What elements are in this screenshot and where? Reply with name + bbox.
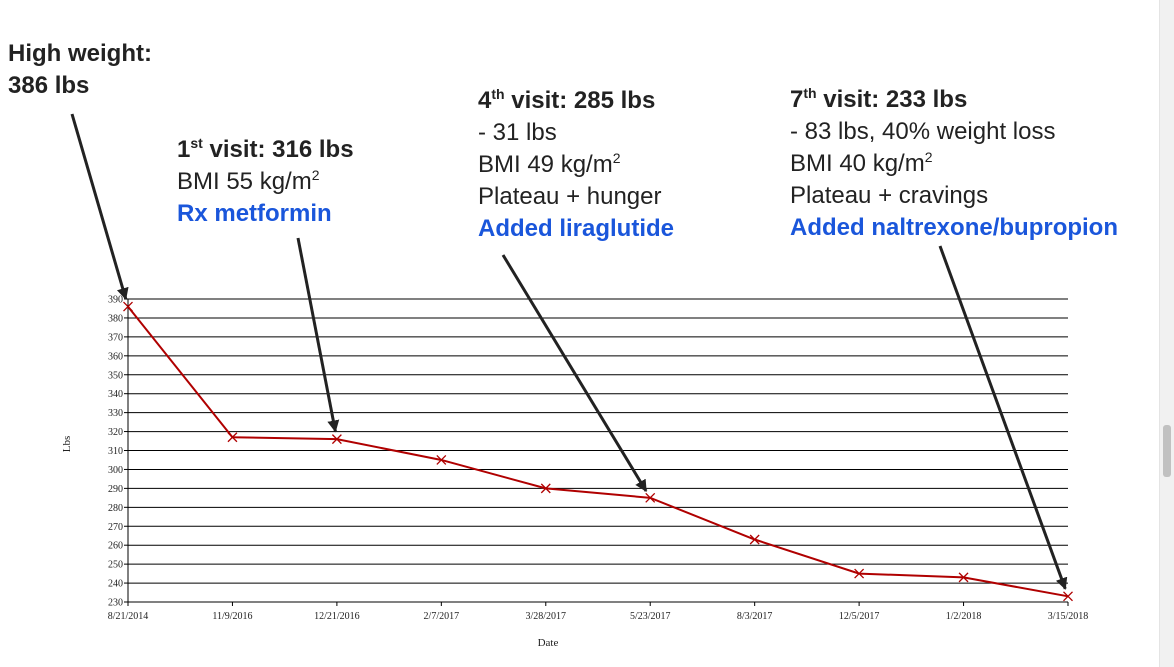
- x-tick-label: 8/3/2017: [737, 611, 773, 622]
- y-tick-label: 310: [108, 446, 123, 457]
- y-tick-label: 320: [108, 427, 123, 438]
- annotation-visit-7: 7th visit: 233 lbs - 83 lbs, 40% weight …: [790, 84, 1118, 244]
- y-tick-label: 300: [108, 465, 123, 476]
- data-point-marker: [331, 434, 342, 445]
- annotation-arrow: [70, 113, 129, 301]
- y-tick-label: 260: [108, 541, 123, 552]
- scrollbar-thumb[interactable]: [1163, 425, 1171, 477]
- x-tick-labels: 8/21/2014 11/9/2016 12/21/2016 2/7/2017 3/28…: [108, 602, 1089, 622]
- data-point-marker: [436, 455, 447, 465]
- visit-7-rx: Added naltrexone/bupropion: [790, 214, 1118, 241]
- x-tick-label: 12/21/2016: [314, 611, 360, 622]
- visit-7-change: - 83 lbs, 40% weight loss: [790, 118, 1056, 145]
- x-tick-label: 2/7/2017: [424, 611, 460, 622]
- data-point-marker: [854, 568, 865, 579]
- y-tick-label: 350: [108, 370, 123, 381]
- annotation-high-weight: High weight: 386 lbs: [8, 38, 152, 102]
- annotation-arrow: [296, 237, 340, 433]
- visit-4-heading: 4th visit: 285 lbs: [478, 86, 656, 114]
- series-line: [127, 305, 1069, 598]
- x-tick-label: 8/21/2014: [108, 611, 149, 622]
- x-tick-label: 3/28/2017: [525, 611, 566, 622]
- annotation-arrows: [70, 113, 1068, 590]
- visit-1-rx: Rx metformin: [177, 200, 332, 227]
- x-tick-label: 1/2/2018: [946, 611, 982, 622]
- y-tick-label: 270: [108, 522, 123, 533]
- y-tick-label: 340: [108, 389, 123, 400]
- x-tick-label: 11/9/2016: [212, 611, 252, 622]
- visit-7-note: Plateau + cravings: [790, 182, 989, 209]
- annotation-visit-1: 1st visit: 316 lbs BMI 55 kg/m2 Rx metfo…: [177, 134, 354, 230]
- x-tick-label: 3/15/2018: [1048, 611, 1089, 622]
- data-point-marker: [958, 572, 969, 583]
- data-point-marker: [123, 301, 133, 312]
- x-axis-label: Date: [538, 637, 559, 649]
- high-weight-label: High weight:: [8, 40, 152, 67]
- data-point-marker: [540, 483, 551, 494]
- visit-4-rx: Added liraglutide: [478, 215, 675, 242]
- grid-lines: [127, 298, 1068, 603]
- annotation-arrow: [501, 254, 648, 493]
- y-tick-label: 290: [108, 484, 123, 495]
- y-tick-label: 240: [108, 579, 123, 590]
- y-tick-label: 390: [108, 295, 123, 306]
- visit-4-note: Plateau + hunger: [478, 183, 662, 210]
- data-point-marker: [645, 492, 656, 503]
- x-tick-label: 5/23/2017: [630, 611, 671, 622]
- y-tick-label: 230: [108, 598, 123, 609]
- visit-1-heading: 1st visit: 316 lbs: [177, 135, 354, 163]
- high-weight-value: 386 lbs: [8, 72, 90, 99]
- weight-series: [123, 301, 1073, 602]
- annotation-arrow: [938, 245, 1068, 590]
- visit-7-heading: 7th visit: 233 lbs: [790, 85, 968, 113]
- data-point-marker: [749, 534, 760, 545]
- y-tick-label: 280: [108, 503, 123, 514]
- y-axis-label: Lbs: [61, 436, 73, 453]
- y-tick-label: 370: [108, 332, 123, 343]
- data-point-marker: [1063, 591, 1073, 602]
- y-tick-label: 330: [108, 408, 123, 419]
- y-tick-label: 360: [108, 351, 123, 362]
- visit-7-bmi: BMI 40 kg/m2: [790, 149, 933, 177]
- annotation-visit-4: 4th visit: 285 lbs - 31 lbs BMI 49 kg/m2…: [478, 85, 674, 245]
- vertical-scrollbar[interactable]: [1159, 0, 1174, 667]
- y-tick-labels: 230 240 250 260 270 280 290 300 310 320 330 340 350 3…: [108, 295, 128, 609]
- data-point-marker: [227, 432, 238, 443]
- y-tick-label: 380: [108, 313, 123, 324]
- y-tick-label: 250: [108, 560, 123, 571]
- visit-4-change: - 31 lbs: [478, 119, 557, 146]
- visit-4-bmi: BMI 49 kg/m2: [478, 150, 621, 178]
- x-tick-label: 12/5/2017: [839, 611, 880, 622]
- visit-1-bmi: BMI 55 kg/m2: [177, 167, 320, 195]
